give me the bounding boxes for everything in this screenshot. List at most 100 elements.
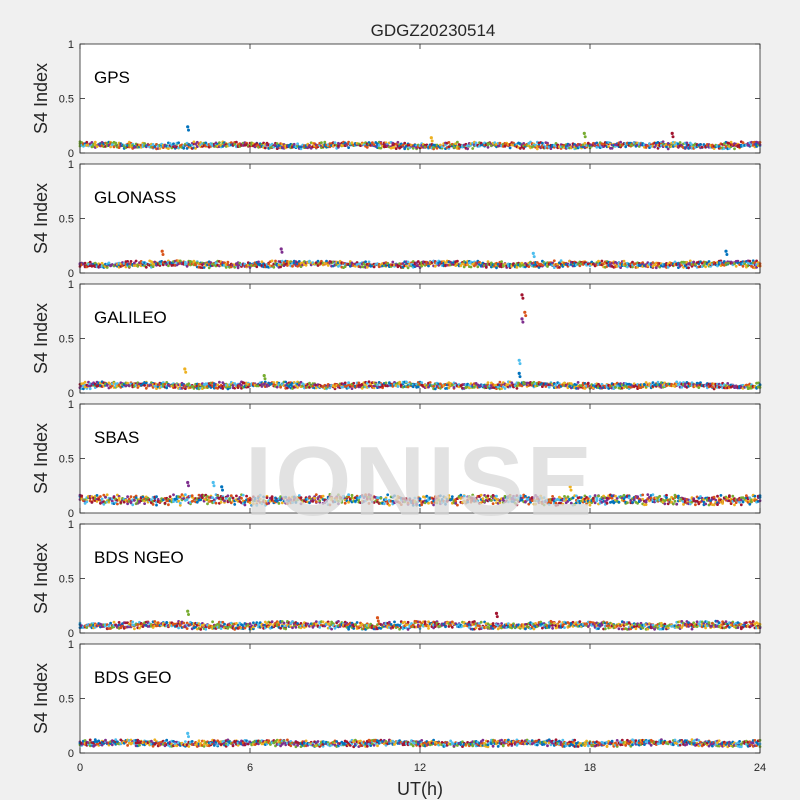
data-point: [229, 494, 233, 498]
data-point: [646, 493, 650, 496]
data-point: [226, 260, 230, 264]
spike-point: [518, 362, 522, 366]
spike-point: [520, 293, 524, 297]
spike-point: [521, 296, 525, 300]
data-point: [588, 146, 592, 150]
data-point: [739, 503, 743, 507]
data-point: [119, 501, 123, 504]
y-tick-label: 0.5: [59, 334, 74, 346]
data-point: [411, 146, 415, 150]
data-point: [614, 494, 617, 498]
spike-point: [262, 374, 266, 378]
data-point: [133, 498, 136, 502]
spike-point: [517, 371, 521, 375]
data-point: [168, 495, 172, 498]
data-point: [214, 501, 218, 505]
data-point: [299, 147, 303, 151]
data-point: [105, 266, 109, 269]
y-tick-label: 1: [68, 159, 74, 171]
data-point: [486, 381, 490, 384]
spike-point: [183, 367, 187, 371]
data-point: [624, 145, 628, 149]
spike-point: [430, 139, 434, 143]
data-point: [619, 140, 622, 144]
data-point: [377, 143, 381, 147]
data-point: [240, 496, 243, 500]
spike-point: [531, 251, 535, 255]
data-point: [447, 141, 451, 144]
data-point: [296, 142, 299, 146]
data-point: [126, 260, 129, 263]
spike-point: [187, 128, 190, 132]
data-point: [675, 380, 679, 384]
data-point: [226, 494, 230, 498]
data-point: [308, 381, 311, 385]
data-point: [644, 503, 648, 506]
data-point: [320, 141, 323, 145]
data-point: [99, 495, 102, 498]
data-point: [704, 265, 707, 269]
data-point: [673, 499, 677, 503]
data-point: [597, 494, 600, 498]
data-point: [668, 498, 672, 502]
data-point: [143, 384, 147, 387]
data-point: [728, 494, 731, 497]
data-point: [372, 265, 376, 269]
data-point: [498, 141, 502, 145]
data-point: [151, 143, 155, 146]
data-point: [372, 143, 376, 147]
data-point: [568, 143, 571, 147]
y-axis-label: S4 Index: [31, 63, 51, 134]
data-point: [384, 381, 388, 385]
data-point: [466, 147, 469, 151]
data-point: [296, 386, 299, 389]
data-point: [172, 493, 175, 497]
data-point: [719, 494, 723, 497]
data-point: [741, 141, 745, 145]
data-point: [694, 503, 697, 507]
data-point: [153, 145, 157, 148]
y-tick-label: 0.5: [59, 454, 74, 466]
data-point: [547, 385, 551, 389]
data-point: [556, 143, 560, 147]
data-point: [352, 381, 356, 385]
data-point: [204, 141, 208, 145]
data-point: [734, 264, 738, 268]
data-point: [343, 381, 347, 385]
data-point: [333, 141, 337, 145]
data-point: [503, 387, 507, 390]
data-point: [350, 141, 354, 145]
data-point: [721, 502, 724, 505]
data-point: [729, 140, 733, 144]
data-point: [610, 146, 614, 150]
spike-point: [212, 484, 216, 488]
data-point: [535, 147, 539, 151]
data-point: [682, 503, 685, 506]
data-point: [308, 144, 311, 147]
data-point: [456, 259, 459, 263]
data-point: [427, 264, 430, 268]
data-point: [515, 266, 519, 269]
data-point: [211, 496, 215, 500]
data-point: [741, 500, 745, 504]
plot-area: [80, 284, 760, 393]
data-point: [224, 497, 228, 500]
data-point: [644, 500, 648, 504]
data-point: [236, 266, 240, 270]
data-point: [235, 140, 238, 144]
data-point: [631, 501, 634, 504]
spike-point: [187, 484, 190, 488]
data-point: [275, 385, 279, 389]
spike-point: [160, 249, 164, 253]
data-point: [549, 147, 553, 151]
spike-point: [186, 125, 190, 129]
data-point: [144, 386, 148, 390]
spike-point: [161, 253, 165, 256]
data-point: [85, 626, 89, 629]
data-point: [678, 141, 682, 144]
data-point: [614, 386, 617, 389]
data-point: [486, 145, 490, 149]
